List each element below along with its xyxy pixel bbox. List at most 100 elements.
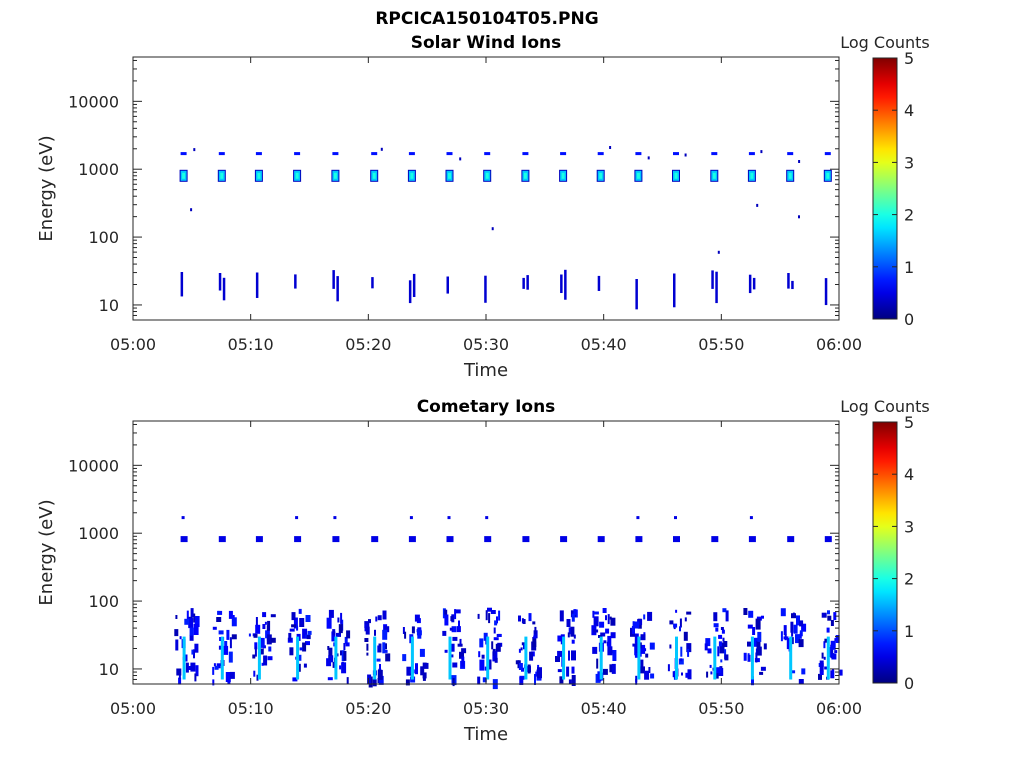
ion-core [750,636,754,680]
ion-cluster-cell [609,616,612,620]
ion-cluster-cell [602,668,608,675]
ion-cluster-cell [683,631,688,641]
ion-blob-core [220,172,224,179]
ion-streak [446,276,449,294]
x-tick-label: 05:50 [698,699,744,718]
ion-cluster-cell [596,658,599,669]
panel-cometary-ions: 05:00 05:10 05:20 05:30 05:40 05:50 06:0010100… [36,397,930,745]
ion-cluster-cell [720,659,723,663]
ion-speck [609,146,612,149]
ion-cluster-cell [378,643,382,653]
ion-dot [711,152,718,156]
ion-cluster-cell [592,610,595,618]
ion-cluster-cell [786,638,790,650]
colorbar-tick-label: 2 [904,570,914,589]
ion-cluster-cell [422,676,426,681]
ion-cluster-cell [517,660,520,669]
ion-cluster-cell [520,647,523,651]
ion-cluster-cell [648,667,651,673]
ion-dot [180,152,187,156]
ion-core [789,636,793,680]
ion-streak [522,277,525,289]
ion-cluster-cell [709,664,712,668]
ion-dot [333,516,337,520]
ion-cluster-cell [557,635,563,642]
ion-cluster-cell [719,642,725,654]
ion-blob-core [372,172,376,179]
ion-cluster-cell [191,649,194,655]
ion-speck [756,203,759,207]
colorbar-tick-label: 0 [904,310,914,329]
ion-cluster-cell [640,644,646,654]
ion-cluster-cell [493,627,496,634]
ion-cluster-cell [289,647,294,656]
ion-cluster-cell [417,628,422,639]
ion-cluster-cell [420,666,425,676]
ion-speck [459,157,462,161]
ion-cluster-cell [378,675,384,685]
ion-cluster-cell [722,608,727,613]
ion-speck [760,150,763,154]
ion-cluster-cell [451,626,457,633]
ion-cluster-cell [305,615,311,622]
ion-cluster-cell [494,620,498,626]
ion-cluster-cell [422,672,427,679]
ion-cluster-cell [300,619,303,625]
ion-cluster-cell [669,644,672,649]
ion-cluster-cell [377,669,383,680]
colorbar-tick-label: 4 [904,101,914,120]
ion-cluster-cell [743,608,748,615]
ion-cluster-cell [328,609,334,618]
ion-cluster-cell [743,652,747,661]
ion-dash [635,536,643,543]
ion-cluster-cell [490,610,496,614]
ion-cluster-cell [571,613,575,622]
ion-cluster-cell [365,626,370,635]
ion-cluster-cell [680,658,683,662]
ion-cluster-cell [411,626,415,634]
ion-cluster-cell [364,638,369,642]
ion-dot [749,516,753,520]
ion-blob-core [674,172,678,179]
ion-cluster-cell [675,609,678,613]
ion-cluster-cell [265,630,268,639]
ion-cluster-cell [555,656,560,662]
ion-cluster-cell [686,643,692,653]
ion-cluster-cell [449,643,455,652]
ion-cluster-cell [303,663,307,668]
ion-cluster-cell [264,621,267,625]
x-tick-label: 05:20 [345,699,391,718]
ion-cluster-cell [634,633,639,644]
ion-speck [798,160,801,163]
ion-cluster-cell [607,614,610,625]
ion-blob-core [333,172,337,179]
ion-cluster-cell [327,646,330,650]
ion-dash [294,536,302,543]
ion-dash [180,536,188,543]
ion-cluster-cell [834,650,838,654]
ion-cluster-cell [212,679,215,686]
ion-cluster-cell [791,630,794,637]
ion-cluster-cell [232,615,235,619]
y-tick-label: 100 [88,228,119,247]
ion-cluster-cell [783,636,789,640]
ion-cluster-cell [248,633,251,637]
ion-cluster-cell [267,620,271,631]
figure-title: RPCICA150104T05.PNG [375,9,598,29]
ion-cluster-cell [346,677,349,685]
ion-cluster-cell [566,666,570,677]
panel-solar-wind-ions: 05:00 05:10 05:20 05:30 05:40 05:50 06:0010100… [36,33,930,381]
ion-cluster-cell [455,609,461,614]
ion-cluster-cell [267,656,273,661]
ion-cluster-cell [193,624,199,635]
colorbar-label: Log Counts [840,397,930,416]
ion-cluster-cell [819,671,824,675]
ion-cluster-cell [185,662,189,673]
panel-title: Cometary Ions [417,397,556,417]
ion-cluster-cell [254,642,258,650]
ion-blob-core [750,172,754,179]
ion-cluster-cell [607,635,612,647]
ion-cluster-cell [593,611,599,615]
ion-cluster-cell [573,634,576,639]
ion-cluster-cell [256,674,259,681]
